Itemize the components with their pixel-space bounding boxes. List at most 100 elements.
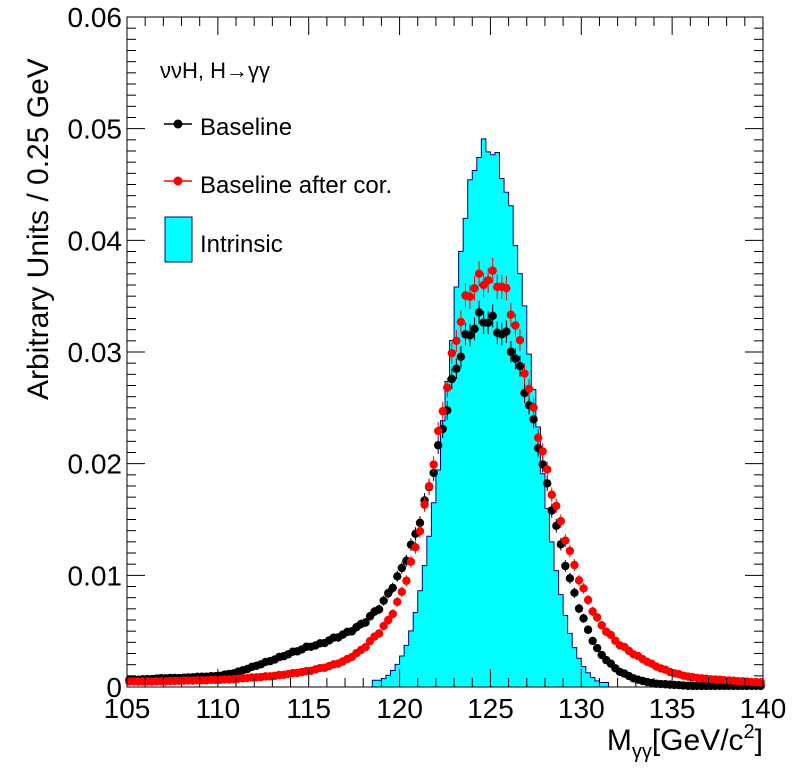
legend-entry-corrected: Baseline after cor. [164, 172, 392, 199]
x-axis-label-close: ] [755, 724, 763, 757]
data-point [533, 433, 543, 442]
data-point [515, 362, 525, 371]
y-tick-label: 0.06 [68, 2, 123, 33]
process-annotation: ννH, H→γγ [160, 58, 270, 83]
data-point [374, 605, 384, 614]
y-tick-label: 0.05 [68, 114, 123, 145]
data-point [583, 595, 593, 605]
data-point [574, 604, 584, 613]
data-point [570, 588, 579, 598]
x-axis-label: Mγγ[GeV/c2] [607, 721, 763, 763]
data-point [529, 415, 538, 424]
x-tick-label: 130 [558, 693, 605, 724]
data-point [388, 609, 397, 619]
data-point [452, 364, 461, 373]
data-point [547, 490, 556, 499]
data-point [502, 283, 511, 293]
data-point [592, 613, 602, 622]
data-point [424, 481, 434, 491]
data-point [538, 447, 547, 456]
data-point [488, 266, 497, 275]
data-point [561, 561, 570, 571]
data-point [565, 574, 575, 583]
y-tick-label: 0 [106, 672, 122, 703]
legend-entry-intrinsic: Intrinsic [164, 216, 283, 263]
data-point [361, 643, 370, 652]
y-axis-label: Arbitrary Units / 0.25 GeV [22, 58, 55, 400]
data-point [756, 678, 765, 687]
data-point [470, 324, 479, 334]
data-point [397, 587, 407, 596]
x-axis-label-sup: 2 [744, 721, 755, 743]
y-tick-label: 0.03 [68, 337, 123, 368]
data-point [570, 560, 579, 570]
data-point [561, 536, 570, 545]
data-point [565, 546, 575, 556]
data-point [456, 317, 466, 327]
data-point [429, 468, 438, 478]
x-axis-label-main: M [607, 724, 632, 757]
data-point [543, 479, 552, 488]
y-tick-label: 0.04 [68, 225, 123, 256]
legend-baseline-label: Baseline [200, 114, 292, 141]
x-axis-label-unit: [GeV/c [652, 724, 744, 757]
data-point [420, 500, 429, 509]
data-point [438, 406, 447, 416]
data-point [592, 643, 602, 653]
data-point [465, 292, 475, 301]
data-point [606, 630, 616, 640]
y-tick-label: 0.02 [68, 449, 123, 480]
data-point [579, 614, 588, 623]
data-point [543, 465, 552, 474]
data-point [588, 636, 597, 646]
data-point [552, 501, 561, 511]
data-point [361, 618, 370, 627]
x-axis-ticks: 105 110 115 120 125 130 135 140 [104, 17, 787, 724]
data-point [529, 403, 538, 412]
legend-intrinsic-box [164, 216, 193, 263]
data-point [474, 269, 484, 278]
x-tick-label: 115 [286, 693, 331, 724]
x-tick-label: 110 [196, 693, 241, 724]
data-point [524, 384, 534, 393]
data-point [406, 557, 416, 566]
legend-corrected-label: Baseline after cor. [200, 172, 392, 199]
data-point [588, 607, 597, 616]
legend: Baseline Baseline after cor. Intrinsic [164, 114, 392, 263]
data-point [415, 527, 425, 536]
data-point [374, 629, 384, 638]
legend-entry-baseline: Baseline [164, 114, 292, 141]
data-point [433, 441, 443, 450]
data-point [470, 284, 479, 293]
data-point [520, 369, 529, 378]
data-point [579, 584, 588, 593]
data-point [429, 460, 438, 469]
x-tick-label: 120 [376, 693, 423, 724]
data-point [379, 596, 388, 605]
data-point [474, 308, 484, 317]
legend-corrected-marker [173, 176, 183, 186]
data-point [447, 348, 457, 358]
data-point [402, 576, 411, 585]
data-point [379, 621, 388, 631]
x-axis-label-sub: γγ [632, 741, 652, 763]
data-point [393, 597, 402, 607]
data-point [443, 383, 452, 392]
data-point [574, 576, 584, 585]
data-point [411, 543, 420, 552]
x-tick-label: 140 [740, 693, 787, 724]
x-tick-label: 125 [467, 693, 514, 724]
data-point [452, 336, 461, 346]
data-point [515, 335, 525, 345]
data-point [415, 518, 425, 528]
data-point [556, 516, 566, 526]
data-point [465, 331, 475, 340]
data-point [583, 625, 593, 634]
data-point [397, 563, 407, 573]
y-tick-label: 0.01 [68, 560, 123, 591]
x-tick-label: 135 [649, 693, 696, 724]
legend-baseline-marker [173, 119, 183, 129]
data-point [384, 615, 393, 625]
x-tick-label: 105 [104, 693, 151, 724]
